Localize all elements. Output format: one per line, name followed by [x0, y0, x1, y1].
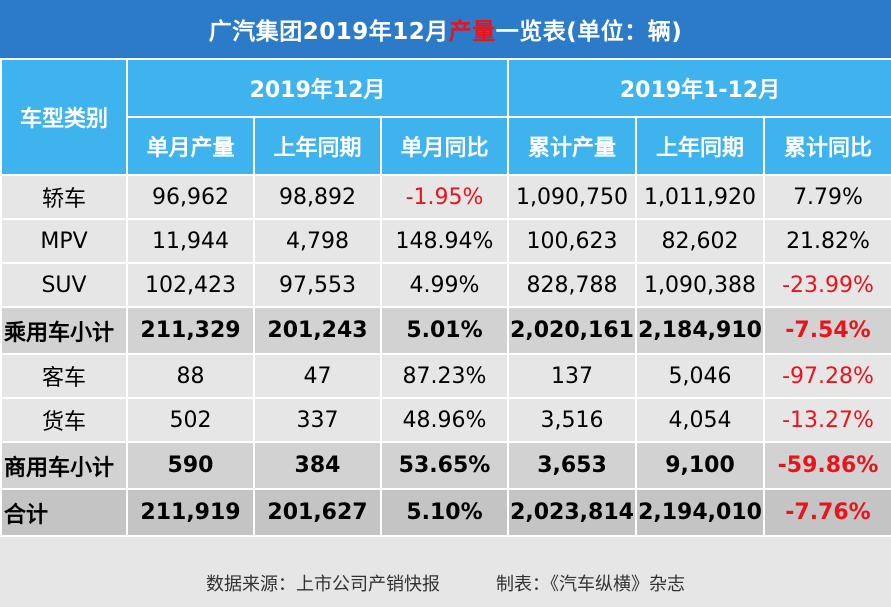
table-cell: 48.96%: [380, 397, 509, 443]
table-cell: 102,423: [126, 262, 255, 308]
table-cell: 2,194,010: [635, 488, 765, 537]
row-category: MPV: [0, 218, 128, 264]
header-row-groups: 车型类别 2019年12月 2019年1-12月: [0, 58, 891, 176]
table-cell: 47: [253, 353, 382, 399]
table-row: SUV 102,423 97,553 4.99% 828,788 1,090,388 -23…: [0, 262, 891, 308]
production-table: 车型类别 2019年12月 2019年1-12月 单月产量 上年同期 单月同比 …: [0, 58, 891, 537]
header-col-ytd-output: 累计产量: [507, 116, 637, 176]
row-category: 商用车小计: [0, 441, 128, 490]
table-cell: -97.28%: [762, 353, 891, 399]
table-cell: 3,653: [507, 441, 637, 490]
table-cell: 211,919: [126, 488, 255, 537]
footer-source: 数据来源：上市公司产销快报: [206, 573, 440, 595]
table-cell: 828,788: [507, 262, 637, 308]
table-cell: 1,090,750: [507, 174, 637, 220]
header-col-monthly-output: 单月产量: [126, 116, 255, 176]
footer-maker: 制表：《汽车纵横》杂志: [496, 573, 685, 595]
table-cell: 5.01%: [380, 306, 509, 355]
table-cell: 590: [126, 441, 255, 490]
table-cell: 3,516: [507, 397, 637, 443]
title-highlight: 产量: [448, 19, 496, 45]
table-cell: 211,329: [126, 306, 255, 355]
row-category: SUV: [0, 262, 128, 308]
table-cell: 53.65%: [380, 441, 509, 490]
title-prefix: 广汽集团2019年12月: [208, 19, 449, 45]
table-cell: 1,090,388: [635, 262, 765, 308]
header-group-ytd: 2019年1-12月: [506, 58, 891, 118]
row-category: 轿车: [0, 174, 128, 220]
table-cell: 201,243: [253, 306, 382, 355]
table-cell: 2,184,910: [635, 306, 765, 355]
table-cell: 337: [253, 397, 382, 443]
table-cell: -7.76%: [762, 488, 891, 537]
table-row: 轿车 96,962 98,892 -1.95% 1,090,750 1,011,920 7.…: [0, 174, 891, 220]
table-cell: 7.79%: [762, 174, 891, 220]
table-cell: -59.86%: [762, 441, 891, 490]
table-cell: 2,023,814: [507, 488, 637, 537]
table-row: MPV 11,944 4,798 148.94% 100,623 82,602 21.82%: [0, 218, 891, 264]
table-cell: 88: [126, 353, 255, 399]
title-suffix: 一览表(单位：辆): [495, 19, 683, 45]
header-col-ytd-prev: 上年同期: [635, 116, 765, 176]
table-cell: 96,962: [126, 174, 255, 220]
table-title: 广汽集团2019年12月 产量 一览表(单位：辆): [0, 0, 891, 58]
table-cell: -23.99%: [762, 262, 891, 308]
table-footer: 数据来源：上市公司产销快报 制表：《汽车纵横》杂志: [0, 558, 891, 607]
table-cell: 98,892: [253, 174, 382, 220]
table-cell: 1,011,920: [635, 174, 765, 220]
table-cell: -13.27%: [762, 397, 891, 443]
table-cell: 384: [253, 441, 382, 490]
table-cell: 148.94%: [380, 218, 509, 264]
header-category: 车型类别: [0, 58, 128, 176]
header-row-columns: 单月产量 上年同期 单月同比 累计产量 上年同期 累计同比: [1, 116, 891, 176]
table-cell: 4.99%: [380, 262, 509, 308]
row-category: 客车: [0, 353, 128, 399]
table-row: 合计 211,919 201,627 5.10% 2,023,814 2,194,010-…: [0, 488, 891, 537]
table-cell: 5,046: [635, 353, 765, 399]
table-cell: 2,020,161: [507, 306, 637, 355]
row-category: 合计: [0, 488, 128, 537]
table-cell: 87.23%: [380, 353, 509, 399]
table-row: 乘用车小计 211,329 201,243 5.01% 2,020,161 2,184,9…: [0, 306, 891, 355]
table-cell: 137: [507, 353, 637, 399]
table-cell: 9,100: [635, 441, 765, 490]
row-category: 货车: [0, 397, 128, 443]
table-cell: 97,553: [253, 262, 382, 308]
table-cell: 201,627: [253, 488, 382, 537]
table-row: 客车 88 47 87.23% 137 5,046 -97.28%: [0, 353, 891, 399]
header-col-ytd-yoy: 累计同比: [762, 116, 891, 176]
table-cell: 502: [126, 397, 255, 443]
table-cell: 4,054: [635, 397, 765, 443]
row-category: 乘用车小计: [0, 306, 128, 355]
table-cell: 11,944: [126, 218, 255, 264]
table-cell: 21.82%: [762, 218, 891, 264]
table-row: 商用车小计 590 384 53.65% 3,653 9,100 -59.86%: [0, 441, 891, 490]
header-col-monthly-yoy: 单月同比: [380, 116, 509, 176]
table-cell: -1.95%: [380, 174, 509, 220]
table-body: 轿车 96,962 98,892 -1.95% 1,090,750 1,011,920 7.…: [0, 174, 891, 537]
header-col-monthly-prev: 上年同期: [253, 116, 382, 176]
table-cell: 5.10%: [380, 488, 509, 537]
table-cell: 4,798: [253, 218, 382, 264]
table-cell: 100,623: [507, 218, 637, 264]
header-group-month: 2019年12月: [126, 58, 509, 118]
table-cell: -7.54%: [762, 306, 891, 355]
table-row: 货车 502 337 48.96% 3,516 4,054 -13.27%: [0, 397, 891, 443]
table-cell: 82,602: [635, 218, 765, 264]
